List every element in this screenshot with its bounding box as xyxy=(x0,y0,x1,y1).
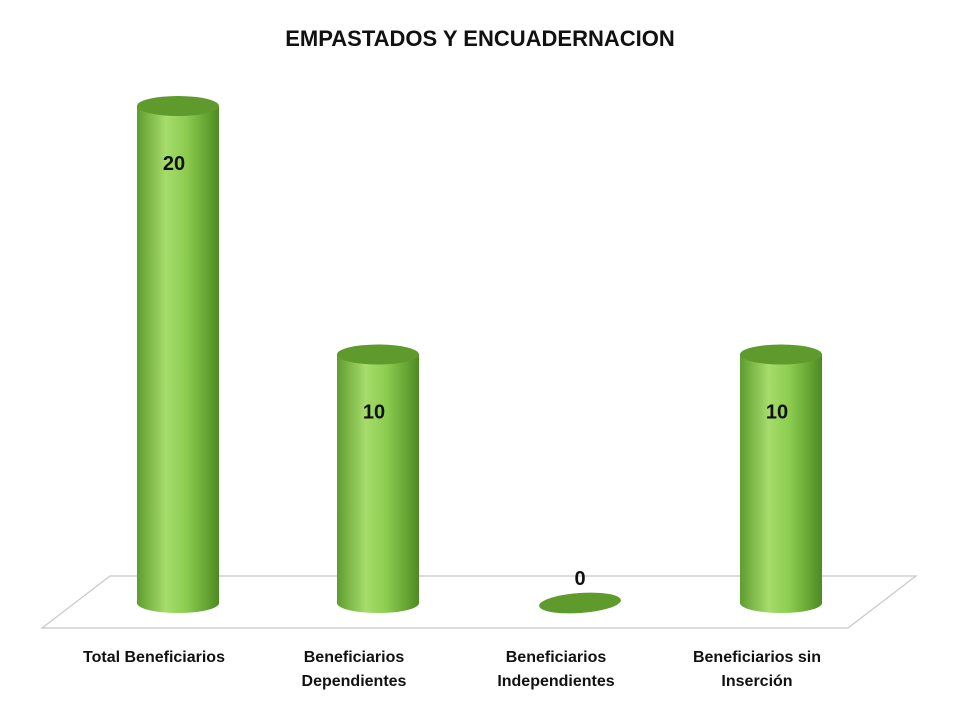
chart-title: EMPASTADOS Y ENCUADERNACION xyxy=(285,26,675,51)
bar-top-2 xyxy=(539,592,621,614)
category-label-1: Beneficiarios Dependientes xyxy=(302,649,407,690)
bar-top-0 xyxy=(137,96,219,116)
bar-1 xyxy=(337,354,419,613)
data-label-0: 20 xyxy=(163,153,185,175)
category-label-2: Beneficiarios Independientes xyxy=(497,649,614,690)
category-label-3: Beneficiarios sin Inserción xyxy=(693,649,821,690)
data-label-3: 10 xyxy=(766,402,788,424)
category-label-0: Total Beneficiarios xyxy=(83,649,225,666)
data-label-2: 0 xyxy=(574,568,585,590)
bar-0 xyxy=(137,106,219,613)
data-label-1: 10 xyxy=(363,402,385,424)
plot-floor xyxy=(40,575,918,629)
bar-top-1 xyxy=(337,344,419,365)
bar-3 xyxy=(740,354,822,613)
bar-top-3 xyxy=(740,344,822,365)
